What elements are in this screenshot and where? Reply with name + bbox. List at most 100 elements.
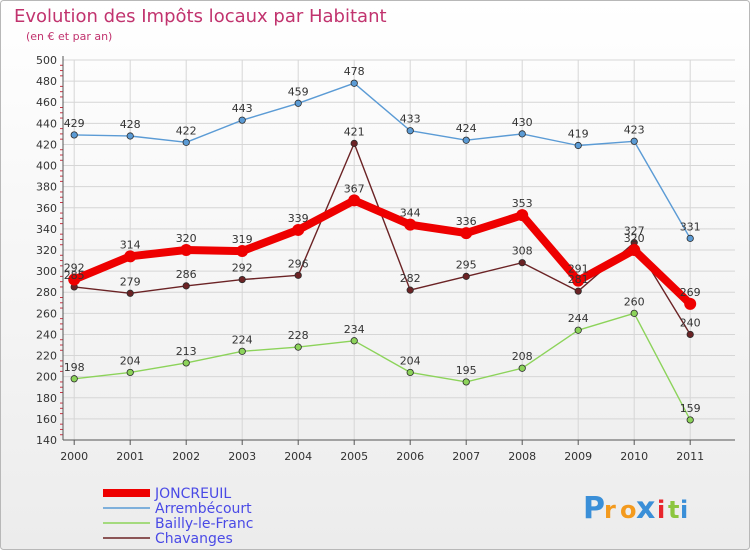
series-layer <box>68 79 697 424</box>
data-point-bailly-le-franc <box>294 343 302 351</box>
data-label-arremb-court: 422 <box>176 124 197 137</box>
data-point-joncreuil <box>516 209 529 222</box>
data-point-arremb-court <box>238 116 246 124</box>
data-point-joncreuil <box>124 250 137 263</box>
data-label-chavanges: 282 <box>400 272 421 285</box>
logo-letter: i <box>657 496 665 524</box>
legend: JONCREUILArrembécourtBailly-le-FrancChav… <box>103 486 253 547</box>
data-label-joncreuil: 269 <box>680 286 701 299</box>
data-point-joncreuil <box>348 194 361 207</box>
data-point-joncreuil <box>572 274 585 287</box>
y-tick-label: 420 <box>36 138 57 151</box>
data-point-arremb-court <box>294 99 302 107</box>
data-label-arremb-court: 424 <box>456 122 477 135</box>
data-point-bailly-le-franc <box>70 375 78 383</box>
data-label-chavanges: 308 <box>512 245 533 258</box>
data-label-chavanges: 327 <box>624 225 645 238</box>
y-tick-label: 500 <box>36 54 57 67</box>
data-label-bailly-le-franc: 213 <box>176 345 197 358</box>
data-label-arremb-court: 443 <box>232 102 253 115</box>
data-point-chavanges <box>518 259 526 267</box>
x-tick-label: 2007 <box>452 450 480 463</box>
data-point-chavanges <box>406 286 414 294</box>
data-label-bailly-le-franc: 224 <box>232 333 253 346</box>
data-label-chavanges: 285 <box>64 269 85 282</box>
x-tick-label: 2000 <box>60 450 88 463</box>
data-point-joncreuil <box>180 244 193 256</box>
y-tick-label: 340 <box>36 223 57 236</box>
data-label-chavanges: 279 <box>120 275 141 288</box>
data-point-arremb-court <box>630 137 638 145</box>
data-label-bailly-le-franc: 228 <box>288 329 309 342</box>
data-point-bailly-le-franc <box>126 368 134 377</box>
data-point-arremb-court <box>350 79 358 87</box>
data-label-bailly-le-franc: 195 <box>456 364 477 377</box>
data-label-bailly-le-franc: 198 <box>64 361 85 374</box>
y-tick-label: 180 <box>36 392 57 405</box>
data-label-bailly-le-franc: 208 <box>512 350 533 363</box>
data-label-arremb-court: 423 <box>624 123 645 136</box>
x-tick-label: 2005 <box>340 450 368 463</box>
y-tick-label: 260 <box>36 307 57 320</box>
logo-letter: o <box>620 496 637 524</box>
data-label-bailly-le-franc: 204 <box>400 354 421 367</box>
logo-letter: x <box>636 491 655 526</box>
logo-letter: i <box>680 496 688 524</box>
data-label-bailly-le-franc: 244 <box>568 312 589 325</box>
data-point-chavanges <box>686 330 694 339</box>
data-label-joncreuil: 336 <box>456 215 477 228</box>
data-point-chavanges <box>182 282 190 290</box>
x-tick-label: 2006 <box>396 450 424 463</box>
legend-label-chavanges: Chavanges <box>155 531 233 547</box>
data-point-joncreuil <box>292 223 305 236</box>
axes: 140 160 180 200 220 240 260 280 300 320 340 360 380 4… <box>36 54 735 463</box>
data-label-bailly-le-franc: 260 <box>624 295 645 308</box>
data-label-joncreuil: 320 <box>624 232 645 245</box>
data-label-bailly-le-franc: 204 <box>120 354 141 367</box>
y-tick-label: 300 <box>36 265 57 278</box>
data-label-arremb-court: 459 <box>288 85 309 98</box>
data-label-joncreuil: 344 <box>400 207 421 220</box>
data-label-chavanges: 286 <box>176 268 197 281</box>
data-point-joncreuil <box>684 297 697 310</box>
y-tick-label: 160 <box>36 413 57 426</box>
data-point-bailly-le-franc <box>630 309 638 317</box>
data-label-bailly-le-franc: 159 <box>680 402 701 415</box>
y-tick-label: 460 <box>36 96 57 109</box>
data-point-bailly-le-franc <box>574 326 582 334</box>
data-point-joncreuil <box>236 245 249 258</box>
data-label-arremb-court: 478 <box>344 65 365 78</box>
legend-label-arremb-court: Arrembécourt <box>155 501 252 517</box>
data-label-chavanges: 281 <box>568 273 589 286</box>
data-label-chavanges: 421 <box>344 125 365 138</box>
y-tick-label: 320 <box>36 244 57 257</box>
data-point-arremb-court <box>70 131 78 139</box>
y-tick-label: 400 <box>36 160 57 173</box>
data-label-arremb-court: 428 <box>120 118 141 131</box>
data-point-arremb-court <box>182 138 190 146</box>
data-label-chavanges: 292 <box>232 262 253 275</box>
x-tick-label: 2009 <box>564 450 592 463</box>
data-point-arremb-court <box>574 141 582 150</box>
data-label-joncreuil: 339 <box>288 212 309 225</box>
data-point-chavanges <box>350 139 358 147</box>
data-point-chavanges <box>126 289 134 297</box>
data-label-joncreuil: 353 <box>512 197 533 210</box>
data-point-bailly-le-franc <box>182 359 190 367</box>
y-tick-label: 480 <box>36 75 57 88</box>
chart-title: Evolution des Impôts locaux par Habitant <box>14 6 387 27</box>
data-point-joncreuil <box>404 218 417 231</box>
data-label-joncreuil: 314 <box>120 238 141 251</box>
data-label-arremb-court: 433 <box>400 113 421 126</box>
series-line-joncreuil <box>70 196 695 308</box>
data-point-joncreuil <box>460 227 473 240</box>
y-tick-label: 280 <box>36 286 57 299</box>
data-point-arremb-court <box>518 130 526 138</box>
data-label-joncreuil: 367 <box>344 182 365 195</box>
data-label-chavanges: 240 <box>680 316 701 329</box>
x-tick-label: 2001 <box>116 450 144 463</box>
series-line-bailly-le-franc <box>73 312 691 421</box>
data-labels: 429 428 422 443 459 478 433 424 430 419 423 331 198 2… <box>64 65 701 415</box>
